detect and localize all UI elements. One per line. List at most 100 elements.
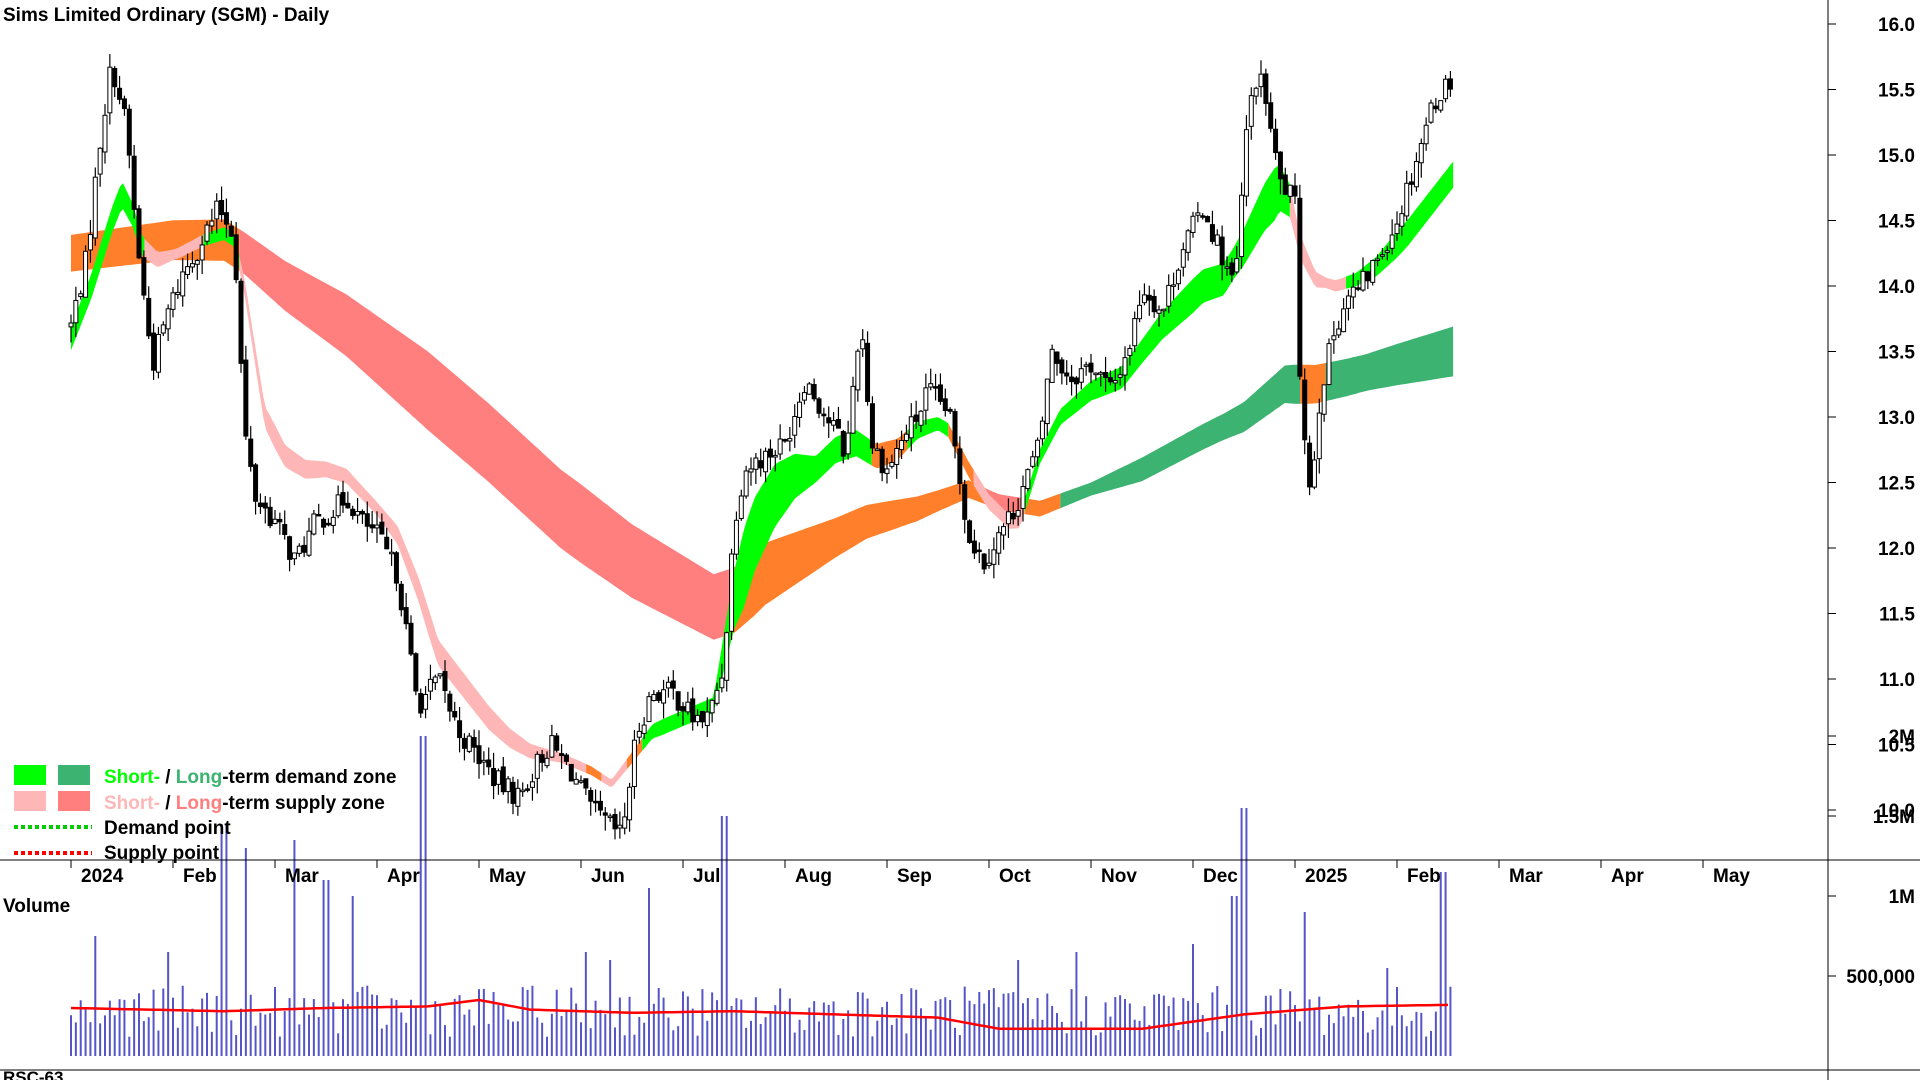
- candle-body: [729, 553, 735, 632]
- candle-body: [437, 673, 443, 677]
- candle-body: [821, 413, 827, 417]
- candle-body: [1185, 230, 1191, 253]
- candle-body: [976, 549, 982, 553]
- candle-body: [996, 532, 1002, 554]
- candle-body: [180, 271, 186, 297]
- candle-body: [1049, 348, 1055, 383]
- candle-body: [670, 680, 676, 689]
- candle-body: [262, 502, 268, 509]
- candle-body: [364, 513, 370, 527]
- candle-body: [1268, 102, 1274, 129]
- price-bars: [68, 54, 1453, 840]
- candle-body: [559, 753, 565, 757]
- candle-body: [1103, 371, 1109, 379]
- candle-body: [811, 384, 817, 400]
- candle-body: [743, 470, 749, 497]
- candle-body: [219, 199, 225, 216]
- candle-body: [1413, 160, 1419, 188]
- candle-body: [160, 324, 166, 334]
- short-term-band-segment: [586, 764, 602, 782]
- candle-body: [1025, 469, 1031, 490]
- x-axis-ticks: 2024 Feb Mar Apr May Jun Jul Aug Sep Oct Nov Dec 202…: [70, 860, 1750, 887]
- x-tick-label: Mar: [1509, 866, 1543, 887]
- candle-body: [1171, 284, 1177, 287]
- price-tick-label: 12.0: [1878, 539, 1915, 560]
- price-axis-ticks: 10.0 10.5 11.0 11.5 12.0 12.5 13.0 13.5 14.0 14.5…: [1828, 15, 1915, 822]
- candle-body: [510, 781, 516, 804]
- candle-body: [758, 460, 764, 469]
- candle-body: [597, 800, 603, 811]
- candle-body: [869, 403, 875, 449]
- volume-tick-label: 2M: [1889, 727, 1915, 748]
- candle-body: [918, 410, 924, 426]
- candle-body: [578, 780, 584, 783]
- candle-body: [1399, 213, 1405, 227]
- candle-body: [442, 671, 448, 692]
- legend-supply-zone: Short- / Long-term supply zone: [104, 793, 385, 814]
- volume-bars: [70, 736, 1452, 1056]
- candle-body: [1394, 223, 1400, 235]
- candle-body: [1001, 526, 1007, 536]
- candle-body: [486, 759, 492, 768]
- candle-body: [738, 495, 744, 519]
- candle-body: [165, 308, 171, 330]
- candle-body: [413, 653, 419, 692]
- candle-body: [389, 551, 395, 555]
- candle-body: [1161, 308, 1167, 312]
- candle-body: [767, 448, 773, 458]
- candle-body: [874, 448, 880, 451]
- long-term-band-segment: [71, 219, 240, 272]
- candle-body: [986, 562, 992, 567]
- candle-body: [1384, 250, 1390, 254]
- x-tick-label: Feb: [183, 866, 217, 887]
- zone-bands: [71, 161, 1454, 787]
- candle-body: [1229, 262, 1235, 276]
- candle-body: [1166, 284, 1172, 307]
- candle-body: [991, 549, 997, 565]
- candle-body: [714, 689, 720, 704]
- candle-body: [1370, 260, 1376, 283]
- candle-body: [1297, 197, 1303, 377]
- candle-body: [107, 66, 113, 114]
- candle-body: [748, 468, 754, 473]
- candle-body: [699, 710, 705, 723]
- candle-body: [962, 484, 968, 520]
- volume-moving-average: [70, 998, 1449, 1031]
- candle-body: [942, 398, 948, 411]
- candle-body: [209, 220, 215, 227]
- candle-body: [690, 698, 696, 723]
- candle-body: [534, 753, 540, 779]
- candle-body: [476, 745, 482, 765]
- candle-body: [398, 583, 404, 611]
- candle-body: [1355, 287, 1361, 290]
- candle-body: [797, 401, 803, 418]
- candle-body: [117, 87, 123, 100]
- candle-body: [432, 676, 438, 684]
- candle-body: [627, 786, 633, 821]
- candle-body: [1190, 215, 1196, 233]
- candle-body: [204, 224, 210, 242]
- short-term-band-segment: [601, 759, 627, 787]
- candle-body: [345, 502, 351, 509]
- candle-body: [1098, 372, 1104, 375]
- candle-body: [1064, 372, 1070, 377]
- candle-body: [146, 297, 152, 337]
- candle-body: [1311, 459, 1317, 488]
- legend-supply-long-label: Long: [176, 793, 222, 814]
- volume-tick-label: 1.5M: [1873, 807, 1915, 828]
- candle-body: [296, 545, 302, 554]
- candle-body: [1180, 249, 1186, 268]
- candle-body: [287, 536, 293, 560]
- price-tick-label: 15.5: [1878, 81, 1915, 102]
- candle-body: [1447, 78, 1453, 90]
- candle-body: [971, 540, 977, 554]
- candle-body: [719, 677, 725, 689]
- candle-body: [1321, 384, 1327, 415]
- short-term-band-segment: [907, 417, 949, 450]
- short-term-band-segment: [144, 234, 204, 267]
- candle-body: [471, 737, 477, 748]
- candle-body: [78, 293, 84, 298]
- candle-body: [1263, 73, 1269, 104]
